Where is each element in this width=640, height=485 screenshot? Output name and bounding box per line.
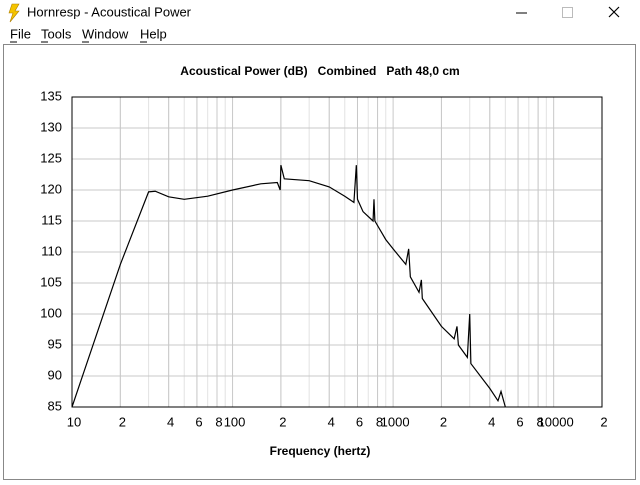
x-tick-label: 4	[488, 414, 495, 429]
menu-item[interactable]: Window	[82, 26, 129, 41]
x-tick-label: 2	[119, 414, 126, 429]
x-tick-label: 100	[224, 414, 246, 429]
y-tick-label: 130	[40, 119, 62, 134]
x-axis-label: Frequency (hertz)	[270, 444, 371, 458]
close-button[interactable]	[608, 6, 620, 18]
menu-item[interactable]: Tools	[41, 26, 72, 41]
menu-item[interactable]: File	[10, 26, 31, 41]
x-tick-label: 1000	[381, 414, 410, 429]
y-tick-label: 100	[40, 305, 62, 320]
x-tick-label: 4	[328, 414, 335, 429]
menu-bar: File Tools Window Help	[10, 26, 167, 43]
app-icon	[8, 3, 20, 23]
series-line	[71, 165, 506, 408]
y-tick-label: 85	[48, 398, 62, 413]
x-tick-label: 2	[279, 414, 286, 429]
x-tick-label: 6	[356, 414, 363, 429]
x-tick-label: 8	[536, 414, 543, 429]
x-tick-label: 2	[600, 414, 607, 429]
y-tick-label: 135	[40, 88, 62, 103]
x-tick-label: 8	[376, 414, 383, 429]
y-tick-label: 115	[41, 212, 62, 227]
maximize-button[interactable]	[562, 7, 573, 18]
x-tick-label: 10	[67, 414, 81, 429]
x-tick-label: 2	[440, 414, 447, 429]
plot-border	[71, 96, 603, 408]
window-title: Hornresp - Acoustical Power	[27, 4, 192, 19]
y-tick-label: 125	[40, 150, 62, 165]
x-tick-label: 6	[195, 414, 202, 429]
y-tick-label: 105	[40, 274, 62, 289]
chart-title: Acoustical Power (dB) Combined Path 48,0…	[180, 64, 459, 78]
y-tick-label: 110	[41, 243, 62, 258]
y-tick-label: 90	[48, 367, 62, 382]
x-tick-label: 10000	[538, 414, 574, 429]
x-tick-label: 8	[215, 414, 222, 429]
menu-item[interactable]: Help	[140, 26, 167, 41]
y-tick-label: 120	[40, 181, 62, 196]
y-tick-label: 95	[48, 336, 62, 351]
x-tick-label: 4	[167, 414, 174, 429]
x-tick-label: 6	[516, 414, 523, 429]
